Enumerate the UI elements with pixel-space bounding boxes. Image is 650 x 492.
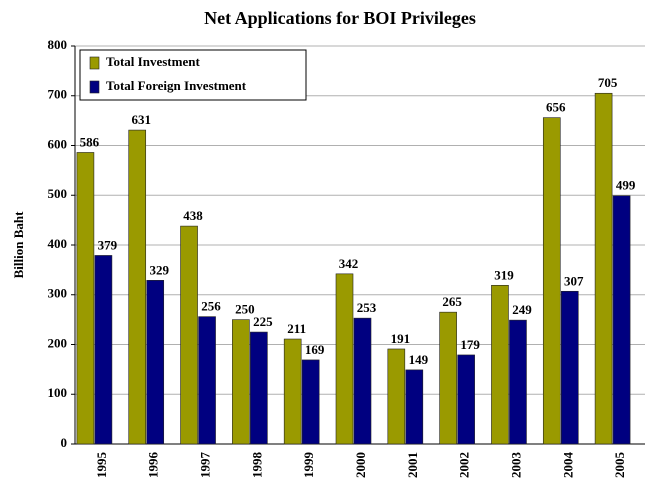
bar <box>560 290 579 445</box>
y-tick-label: 500 <box>48 186 68 201</box>
y-tick-label: 400 <box>48 236 68 251</box>
bar <box>128 129 147 445</box>
bar <box>250 331 268 445</box>
value-label: 705 <box>598 75 618 90</box>
x-tick-label: 1996 <box>146 452 161 479</box>
value-label: 499 <box>616 178 636 193</box>
value-label: 256 <box>201 299 221 314</box>
bar <box>594 92 613 445</box>
x-tick-label: 2003 <box>508 452 523 479</box>
bar <box>232 319 250 445</box>
bar <box>146 280 165 445</box>
y-tick-label: 200 <box>48 335 68 350</box>
value-label: 149 <box>409 352 429 367</box>
legend-label: Total Investment <box>106 54 200 69</box>
y-tick-label: 0 <box>61 435 68 450</box>
bar <box>76 152 95 445</box>
value-label: 586 <box>80 134 100 149</box>
bar <box>180 225 198 445</box>
bar <box>542 117 561 445</box>
value-label: 211 <box>287 321 306 336</box>
legend-box <box>79 49 307 101</box>
bar <box>457 354 475 445</box>
value-label: 250 <box>235 302 255 317</box>
bar <box>387 348 406 445</box>
x-tick-label: 2005 <box>612 452 627 479</box>
value-label: 253 <box>357 300 377 315</box>
x-tick-label: 1998 <box>249 452 264 479</box>
value-label: 169 <box>305 342 325 357</box>
bar <box>509 319 527 445</box>
bar <box>353 317 372 445</box>
value-label: 191 <box>391 331 411 346</box>
legend-swatch <box>89 56 100 70</box>
value-label: 265 <box>442 294 462 309</box>
value-label: 329 <box>149 262 169 277</box>
bar <box>283 338 302 445</box>
y-tick-label: 800 <box>48 37 68 52</box>
bar <box>94 255 113 445</box>
bar <box>405 369 424 445</box>
bar <box>198 316 216 445</box>
value-label: 307 <box>564 273 584 288</box>
bar <box>335 273 354 445</box>
value-label: 631 <box>131 112 151 127</box>
legend-swatch <box>89 80 100 94</box>
y-tick-label: 100 <box>48 385 68 400</box>
value-label: 179 <box>460 337 480 352</box>
x-tick-label: 1995 <box>94 452 109 479</box>
y-tick-label: 700 <box>48 87 68 102</box>
x-tick-label: 2002 <box>457 452 472 478</box>
x-tick-label: 2001 <box>405 452 420 478</box>
chart-title: Net Applications for BOI Privileges <box>204 8 476 28</box>
value-label: 319 <box>494 267 514 282</box>
x-tick-label: 1999 <box>301 452 316 479</box>
value-label: 379 <box>98 237 118 252</box>
y-tick-label: 600 <box>48 136 68 151</box>
bar <box>612 195 631 445</box>
x-tick-label: 2000 <box>353 452 368 478</box>
value-label: 656 <box>546 100 566 115</box>
value-label: 249 <box>512 302 532 317</box>
x-tick-label: 1997 <box>198 452 213 479</box>
value-label: 438 <box>183 208 203 223</box>
value-label: 225 <box>253 314 273 329</box>
bar <box>439 311 457 445</box>
y-tick-label: 300 <box>48 286 68 301</box>
y-axis-label: Billion Baht <box>11 211 26 278</box>
legend-label: Total Foreign Investment <box>106 78 247 93</box>
x-tick-label: 2004 <box>560 452 575 479</box>
value-label: 342 <box>339 256 359 271</box>
bar <box>491 284 509 445</box>
bar <box>301 359 320 445</box>
